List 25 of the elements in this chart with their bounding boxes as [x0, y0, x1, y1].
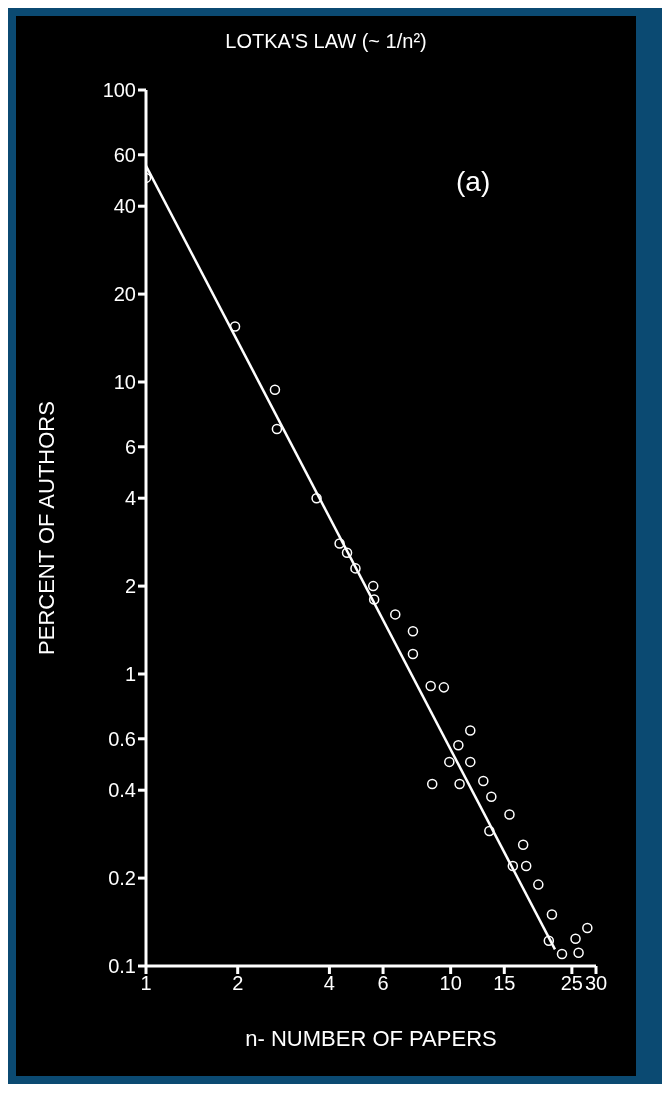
- annotation: (a): [456, 166, 491, 198]
- x-tick-label: 15: [493, 972, 516, 995]
- y-tick-label: 100: [102, 79, 136, 102]
- x-tick-label: 10: [439, 972, 462, 995]
- x-axis-title: n- NUMBER OF PAPERS: [245, 1026, 497, 1051]
- y-tick-label: 1: [124, 663, 136, 686]
- y-tick-label: 2: [124, 575, 136, 598]
- y-tick-label: 0.1: [108, 955, 136, 978]
- x-tick-label: 1: [140, 972, 152, 995]
- y-tick-label: 0.6: [108, 727, 136, 750]
- y-tick-label: 0.4: [108, 779, 136, 802]
- chart-title: LOTKA'S LAW (~ 1/n²): [224, 29, 428, 54]
- y-tick-label: 60: [113, 143, 136, 166]
- y-tick-label: 6: [124, 435, 136, 458]
- y-axis-title: PERCENT OF AUTHORS: [33, 401, 59, 655]
- y-tick-label: 20: [113, 283, 136, 306]
- y-tick-label: 10: [113, 371, 136, 394]
- x-tick-label: 2: [232, 972, 244, 995]
- y-tick-label: 0.2: [108, 867, 136, 890]
- x-tick-label: 25: [560, 972, 583, 995]
- x-tick-label: 4: [323, 972, 335, 995]
- x-tick-label: 30: [584, 972, 608, 995]
- y-tick-label: 4: [124, 487, 136, 510]
- x-tick-label: 6: [377, 972, 389, 995]
- y-tick-label: 40: [113, 195, 136, 218]
